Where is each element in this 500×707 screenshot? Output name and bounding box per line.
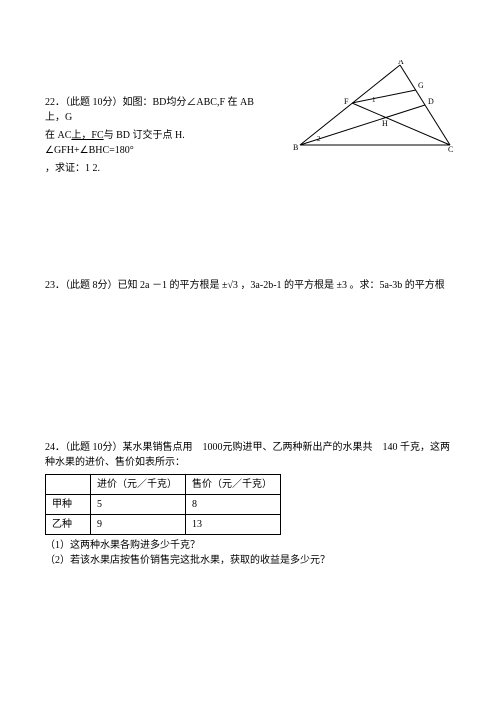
triangle-diagram: A B C D F G H 1 2 [290, 60, 455, 155]
table-row: 进价（元／千克） 售价（元／千克） [46, 475, 281, 495]
label-A: A [398, 60, 404, 66]
p22-line3: ，求证：1 2. [45, 161, 275, 176]
table-cell [46, 475, 91, 495]
table-cell: 5 [91, 495, 186, 515]
table-cell: 甲种 [46, 495, 91, 515]
table-row: 甲种 5 8 [46, 495, 281, 515]
p23-pre: 23．（此题 8分）已知 2a －1 的平方根是 ± [45, 280, 227, 291]
problem-23: 23．（此题 8分）已知 2a －1 的平方根是 ±√3 ，3a-2b-1 的平… [45, 278, 455, 293]
p24-intro: 24．（此题 10分）某水果销售点用 1000元购进甲、乙两种新出产的水果共 1… [45, 440, 455, 470]
fruit-price-table: 进价（元／千克） 售价（元／千克） 甲种 5 8 乙种 9 13 [45, 474, 281, 535]
p24-q1: （1）这两种水果各购进多少千克？ [45, 538, 455, 553]
label-B: B [293, 143, 298, 152]
sqrt-3: √3 [227, 280, 238, 291]
table-cell: 售价（元／千克） [186, 475, 281, 495]
p24-q2: （2）若该水果店按售价销售完这批水果，获取的收益是多少元？ [45, 553, 455, 568]
table-cell: 9 [91, 515, 186, 535]
label-F: F [344, 97, 349, 106]
table-row: 乙种 9 13 [46, 515, 281, 535]
problem-22-text: 22．（此题 10分）如图：BD均分∠ABC,F 在 AB 上，G 在 AC上，… [45, 95, 275, 179]
label-G: G [418, 81, 424, 90]
table-cell: 乙种 [46, 515, 91, 535]
problem-24: 24．（此题 10分）某水果销售点用 1000元购进甲、乙两种新出产的水果共 1… [45, 440, 455, 568]
p22-line2: 在 AC上，FC与 BD 订交于点 H. ∠GFH+∠BHC=180° [45, 128, 275, 158]
angle-2: 2 [317, 135, 321, 143]
p22-line1: 22．（此题 10分）如图：BD均分∠ABC,F 在 AB 上，G [45, 95, 275, 125]
table-cell: 13 [186, 515, 281, 535]
angle-1: 1 [372, 96, 376, 104]
label-H: H [382, 119, 388, 128]
p24-questions: （1）这两种水果各购进多少千克？ （2）若该水果店按售价销售完这批水果，获取的收… [45, 538, 455, 568]
label-C: C [448, 145, 453, 154]
p23-post: ，3a-2b-1 的平方根是 ±3 。求：5a-3b 的平方根 [238, 280, 445, 291]
table-cell: 进价（元／千克） [91, 475, 186, 495]
table-cell: 8 [186, 495, 281, 515]
label-D: D [428, 97, 434, 106]
